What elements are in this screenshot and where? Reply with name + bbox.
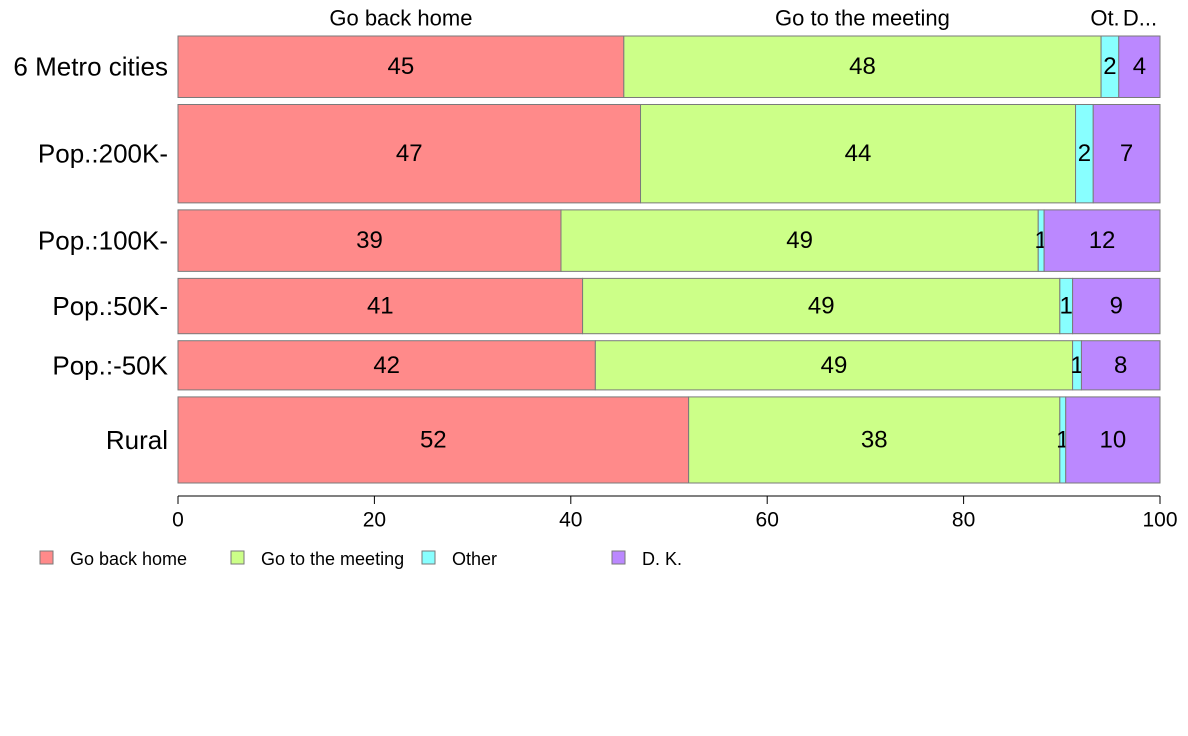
category-label: Pop.:200K- bbox=[38, 139, 168, 169]
bar-segment bbox=[177, 277, 584, 335]
data-label: 42 bbox=[373, 352, 400, 379]
data-label: 41 bbox=[367, 293, 394, 320]
bar-segment bbox=[688, 396, 1061, 484]
x-tick-label: 100 bbox=[1142, 509, 1177, 532]
legend-label: Go to the meeting bbox=[261, 549, 404, 569]
bar-segment bbox=[177, 103, 642, 204]
data-label: 10 bbox=[1100, 426, 1127, 453]
data-label: 9 bbox=[1110, 293, 1123, 320]
bar-segment bbox=[1065, 396, 1161, 484]
data-label: 2 bbox=[1078, 140, 1091, 167]
top-segment-label: Go to the meeting bbox=[775, 6, 950, 31]
bar-segment bbox=[177, 396, 690, 484]
data-label: 7 bbox=[1120, 140, 1133, 167]
x-axis: 0 20 40 60 80 100 bbox=[172, 495, 1178, 532]
data-label: 38 bbox=[861, 426, 888, 453]
legend-label: Go back home bbox=[70, 549, 187, 569]
bar-segment bbox=[177, 340, 596, 391]
bar-segment bbox=[1092, 103, 1161, 204]
x-tick-label: 80 bbox=[952, 509, 975, 532]
data-label: 2 bbox=[1103, 53, 1116, 80]
category-label: Pop.:50K- bbox=[52, 291, 168, 321]
data-label: 4 bbox=[1133, 53, 1146, 80]
data-label: 1 bbox=[1070, 352, 1083, 379]
bar-segment bbox=[640, 103, 1077, 204]
legend-label: D. K. bbox=[642, 549, 682, 569]
category-label: Pop.:-50K bbox=[52, 350, 168, 380]
category-label: 6 Metro cities bbox=[13, 52, 168, 82]
category-label: Rural bbox=[106, 425, 168, 455]
data-label: 12 bbox=[1089, 227, 1116, 254]
bar-segment bbox=[177, 209, 562, 272]
bar-segment bbox=[560, 209, 1039, 272]
data-label: 52 bbox=[420, 426, 447, 453]
data-label: 44 bbox=[845, 140, 872, 167]
legend-swatch bbox=[611, 550, 626, 565]
legend: Go back home Go to the meeting Other D. K. bbox=[39, 549, 682, 569]
bar-segment bbox=[1118, 35, 1161, 98]
top-segment-label: Ot. bbox=[1090, 6, 1119, 31]
data-label: 8 bbox=[1114, 352, 1127, 379]
bar-segment bbox=[623, 35, 1102, 98]
data-label: 49 bbox=[786, 227, 813, 254]
x-tick-label: 40 bbox=[559, 509, 582, 532]
category-label: Pop.:100K- bbox=[38, 226, 168, 256]
x-tick-label: 0 bbox=[172, 509, 184, 532]
bar-segment bbox=[177, 35, 625, 98]
top-segment-label: D... bbox=[1123, 6, 1157, 31]
bar-segment bbox=[1072, 277, 1161, 335]
data-label: 47 bbox=[396, 140, 423, 167]
data-label: 49 bbox=[821, 352, 848, 379]
top-segment-labels: Go back home Go to the meeting Ot. D... bbox=[329, 6, 1157, 31]
x-tick-label: 20 bbox=[363, 509, 386, 532]
category-labels: 6 Metro cities Pop.:200K- Pop.:100K- Pop.:5… bbox=[13, 52, 168, 455]
bar-segment bbox=[594, 340, 1074, 391]
data-label: 45 bbox=[388, 53, 415, 80]
x-tick-label: 60 bbox=[756, 509, 779, 532]
legend-swatch bbox=[421, 550, 436, 565]
data-label: 49 bbox=[808, 293, 835, 320]
bar-segment bbox=[1080, 340, 1161, 391]
data-label: 39 bbox=[356, 227, 383, 254]
bar-segment bbox=[1043, 209, 1161, 272]
legend-label: Other bbox=[452, 549, 497, 569]
data-label: 1 bbox=[1060, 293, 1073, 320]
top-segment-label: Go back home bbox=[329, 6, 472, 31]
legend-swatch bbox=[230, 550, 245, 565]
data-label: 48 bbox=[849, 53, 876, 80]
legend-swatch bbox=[39, 550, 54, 565]
